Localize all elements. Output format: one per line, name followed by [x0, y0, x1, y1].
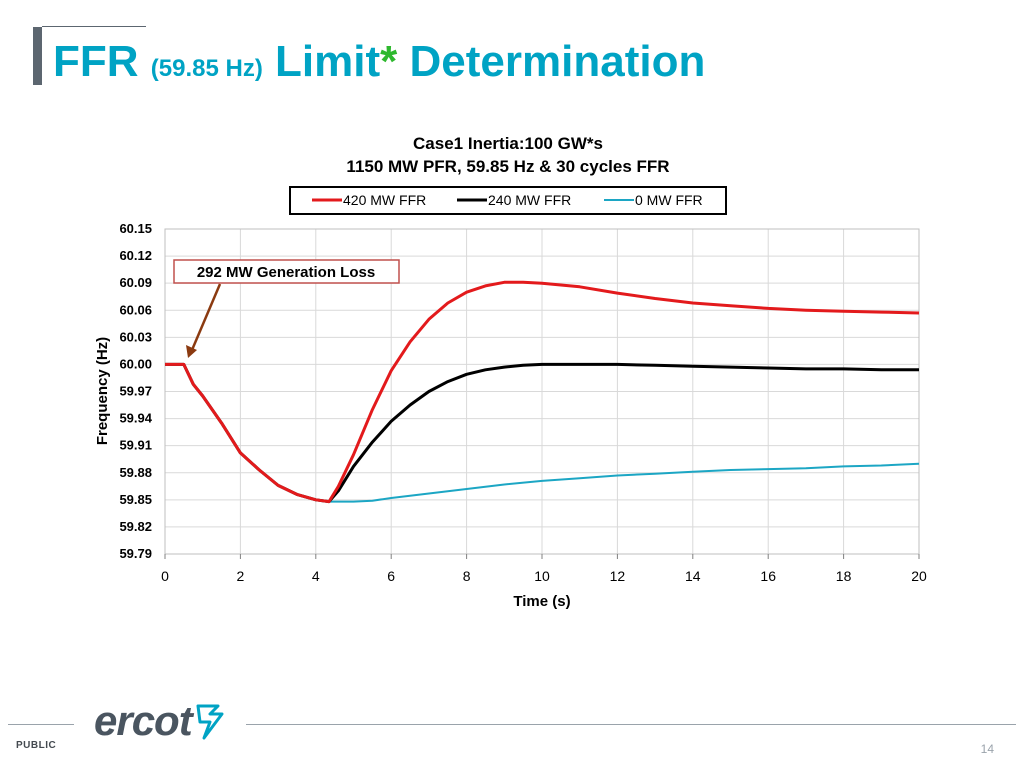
x-tick-label: 8 — [463, 568, 471, 584]
annotation-text: 292 MW Generation Loss — [197, 264, 375, 281]
title-main: FFR — [53, 37, 139, 86]
y-tick-label: 59.79 — [119, 546, 152, 561]
y-tick-label: 60.03 — [119, 329, 152, 344]
x-tick-label: 2 — [237, 568, 245, 584]
slide-title: FFR (59.85 Hz) Limit* Determination — [53, 34, 705, 97]
series-line-0 — [165, 280, 920, 504]
y-tick-label: 59.91 — [119, 438, 152, 453]
y-axis-label: Frequency (Hz) — [94, 337, 111, 445]
title-rest: Determination — [409, 37, 706, 86]
chart-title: Case1 Inertia:100 GW*s — [413, 134, 603, 153]
x-tick-label: 4 — [312, 568, 320, 584]
annotation-arrowhead — [186, 345, 197, 358]
title-accent-bar — [33, 27, 42, 85]
y-tick-label: 60.12 — [119, 248, 152, 263]
y-tick-label: 59.97 — [119, 384, 152, 399]
x-axis-label: Time (s) — [513, 593, 570, 610]
y-tick-label: 59.85 — [119, 492, 152, 507]
logo-bolt-icon — [196, 704, 224, 740]
legend-entry: 0 MW FFR — [635, 192, 703, 208]
page-number: 14 — [980, 742, 994, 756]
chart-ticks: 0 2 4 6 8 10 12 14 16 18 20 59.79 59.82 59.85 59.88 59.… — [119, 221, 927, 584]
chart-subtitle: 1150 MW PFR, 59.85 Hz & 30 cycles FFR — [346, 157, 669, 176]
y-tick-label: 60.09 — [119, 275, 152, 290]
x-tick-label: 18 — [836, 568, 852, 584]
ercot-logo: ercot — [94, 696, 228, 746]
chart-series — [165, 280, 920, 504]
title-star: * — [380, 37, 398, 86]
footer-label: PUBLIC — [16, 740, 57, 751]
annotation-box — [173, 259, 400, 284]
legend-entry: 240 MW FFR — [488, 192, 571, 208]
annotation: 292 MW Generation Loss — [173, 259, 400, 358]
y-tick-label: 60.15 — [119, 221, 152, 236]
x-tick-label: 0 — [161, 568, 169, 584]
footer-rule-right — [246, 724, 1016, 725]
legend-entry: 420 MW FFR — [343, 192, 426, 208]
x-tick-label: 14 — [685, 568, 701, 584]
x-tick-label: 6 — [387, 568, 395, 584]
legend-box — [289, 186, 727, 215]
logo-text: ercot — [94, 697, 193, 744]
y-tick-label: 60.06 — [119, 302, 152, 317]
title-rule — [42, 26, 146, 27]
y-tick-label: 60.00 — [119, 356, 152, 371]
footer-rule-left — [8, 724, 74, 725]
annotation-arrow — [190, 283, 222, 351]
x-tick-label: 12 — [610, 568, 626, 584]
title-paren: (59.85 Hz) — [150, 55, 263, 82]
x-tick-label: 10 — [534, 568, 550, 584]
title-limit: Limit — [275, 37, 381, 86]
x-tick-label: 16 — [760, 568, 776, 584]
chart-legend: 420 MW FFR 240 MW FFR 0 MW FFR — [289, 186, 727, 215]
y-tick-label: 59.88 — [119, 465, 152, 480]
y-tick-label: 59.82 — [119, 519, 152, 534]
x-tick-label: 20 — [911, 568, 927, 584]
y-tick-label: 59.94 — [119, 411, 152, 426]
